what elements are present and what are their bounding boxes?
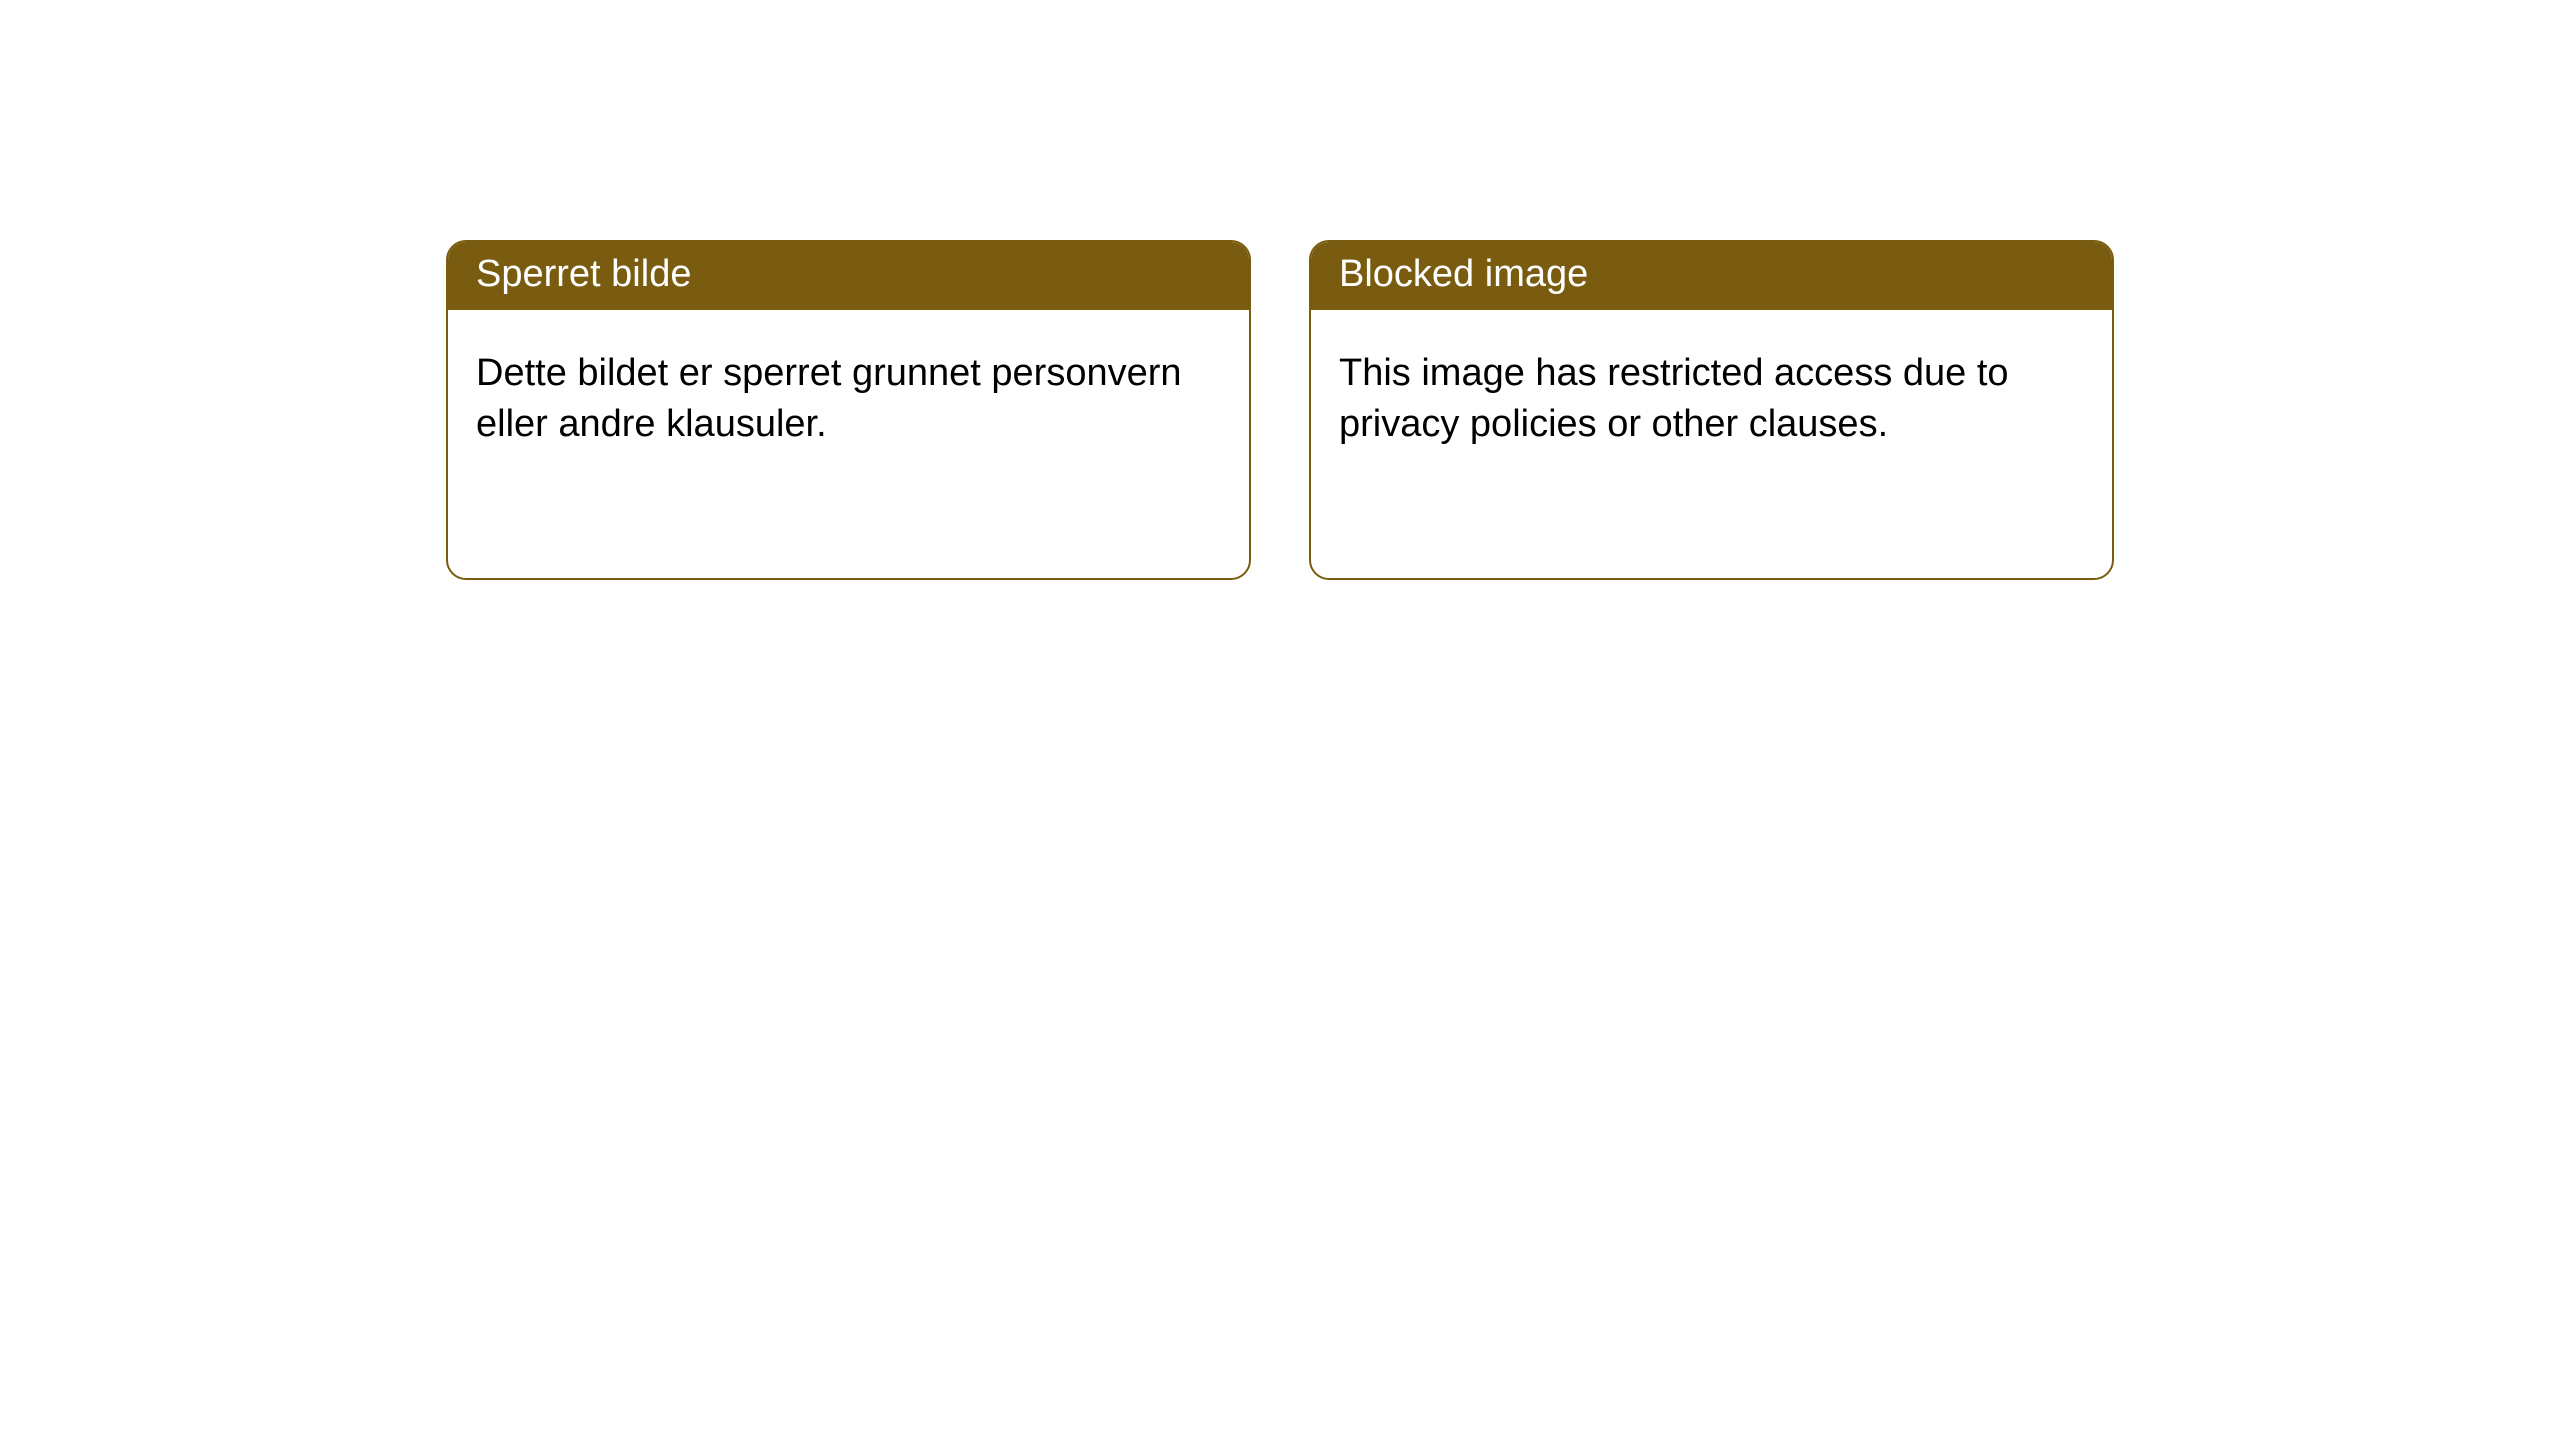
blocked-image-card-en: Blocked image This image has restricted … (1309, 240, 2114, 580)
card-body-en: This image has restricted access due to … (1311, 310, 2112, 479)
card-header-no: Sperret bilde (448, 242, 1249, 310)
blocked-image-card-no: Sperret bilde Dette bildet er sperret gr… (446, 240, 1251, 580)
card-header-en: Blocked image (1311, 242, 2112, 310)
card-body-no: Dette bildet er sperret grunnet personve… (448, 310, 1249, 479)
notice-cards-container: Sperret bilde Dette bildet er sperret gr… (0, 0, 2560, 580)
